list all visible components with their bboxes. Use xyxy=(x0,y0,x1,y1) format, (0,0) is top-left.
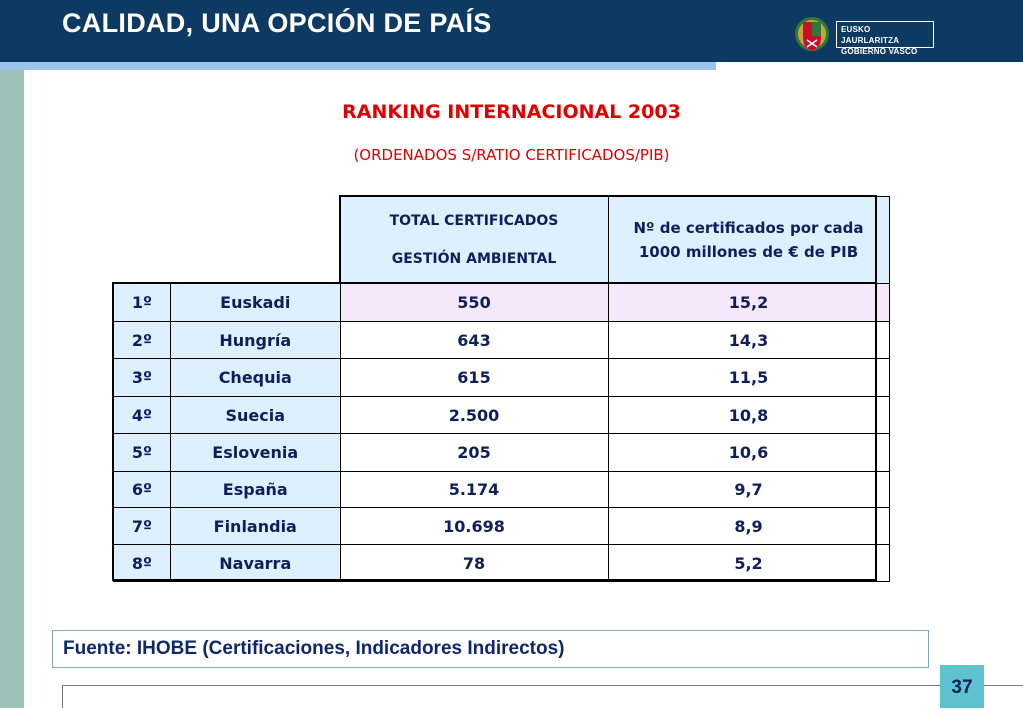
table-header-row: TOTAL CERTIFICADOS GESTIÓN AMBIENTAL Nº … xyxy=(114,196,890,284)
ratio-cell: 8,9 xyxy=(607,507,890,545)
page-number-badge: 37 xyxy=(940,665,984,708)
rank-cell: 1º xyxy=(113,283,171,322)
region-cell: Eslovenia xyxy=(170,433,341,472)
rank-cell: 5º xyxy=(113,433,171,472)
header-ratio: Nº de certificados por cada 1000 millone… xyxy=(607,196,890,284)
total-cell: 10.698 xyxy=(339,507,609,545)
slide-title: RANKING INTERNACIONAL 2003 xyxy=(342,101,681,123)
rank-cell: 8º xyxy=(113,544,171,582)
region-cell: Suecia xyxy=(170,396,341,434)
total-cell: 2.500 xyxy=(339,396,609,434)
table-row: 7º Finlandia 10.698 8,9 xyxy=(113,507,890,545)
source-note: Fuente: IHOBE (Certificaciones, Indicado… xyxy=(52,630,929,668)
region-cell: Euskadi xyxy=(170,283,341,322)
ratio-cell: 10,6 xyxy=(607,433,890,472)
ratio-cell: 5,2 xyxy=(607,544,890,582)
rank-cell: 6º xyxy=(113,471,171,508)
header-total-line-2: GESTIÓN AMBIENTAL xyxy=(391,250,557,267)
ratio-cell: 14,3 xyxy=(607,321,890,359)
slide-subtitle: (ORDENADOS S/RATIO CERTIFICADOS/PIB) xyxy=(353,146,670,164)
logo-line-2: GOBIERNO VASCO xyxy=(841,47,918,56)
ratio-cell: 10,8 xyxy=(607,396,890,434)
header-total-certificados: TOTAL CERTIFICADOS GESTIÓN AMBIENTAL xyxy=(339,196,609,284)
footer-divider-tick xyxy=(62,685,63,708)
ratio-cell: 15,2 xyxy=(607,283,890,322)
header-bar: CALIDAD, UNA OPCIÓN DE PAÍS EUSKO JAURLA… xyxy=(0,0,1023,62)
table-row: 4º Suecia 2.500 10,8 xyxy=(113,396,890,434)
rank-cell: 3º xyxy=(113,358,171,397)
table-row: 8º Navarra 78 5,2 xyxy=(113,544,890,582)
coat-of-arms-icon xyxy=(795,17,829,51)
total-cell: 5.174 xyxy=(339,471,609,508)
table-row: 6º España 5.174 9,7 xyxy=(113,471,890,508)
table-row: 3º Chequia 615 11,5 xyxy=(113,358,890,397)
header-total-line-1: TOTAL CERTIFICADOS xyxy=(389,212,559,229)
gobierno-vasco-logo: EUSKO JAURLARITZA GOBIERNO VASCO xyxy=(792,14,947,56)
table-row: 2º Hungría 643 14,3 xyxy=(113,321,890,359)
logo-text: EUSKO JAURLARITZA GOBIERNO VASCO xyxy=(836,21,934,56)
total-cell: 78 xyxy=(339,544,609,582)
header-accent-bar xyxy=(0,62,716,70)
total-cell: 643 xyxy=(339,321,609,359)
ratio-cell: 11,5 xyxy=(607,358,890,397)
table-row: 1º Euskadi 550 15,2 xyxy=(113,283,890,322)
logo-line-1: EUSKO JAURLARITZA xyxy=(841,25,900,45)
region-cell: Navarra xyxy=(170,544,341,582)
page-title: CALIDAD, UNA OPCIÓN DE PAÍS xyxy=(62,8,492,38)
footer-divider xyxy=(62,685,1023,686)
total-cell: 550 xyxy=(339,283,609,322)
region-cell: Hungría xyxy=(170,321,341,359)
table-row: 5º Eslovenia 205 10,6 xyxy=(113,433,890,472)
rank-cell: 2º xyxy=(113,321,171,359)
region-cell: Finlandia xyxy=(170,507,341,545)
total-cell: 615 xyxy=(339,358,609,397)
left-side-bar xyxy=(0,70,24,708)
rank-cell: 7º xyxy=(113,507,171,545)
ranking-table: TOTAL CERTIFICADOS GESTIÓN AMBIENTAL Nº … xyxy=(113,196,890,582)
total-cell: 205 xyxy=(339,433,609,472)
rank-cell: 4º xyxy=(113,396,171,434)
ratio-cell: 9,7 xyxy=(607,471,890,508)
region-cell: Chequia xyxy=(170,358,341,397)
region-cell: España xyxy=(170,471,341,508)
header-ratio-text: Nº de certificados por cada 1000 millone… xyxy=(633,219,864,261)
